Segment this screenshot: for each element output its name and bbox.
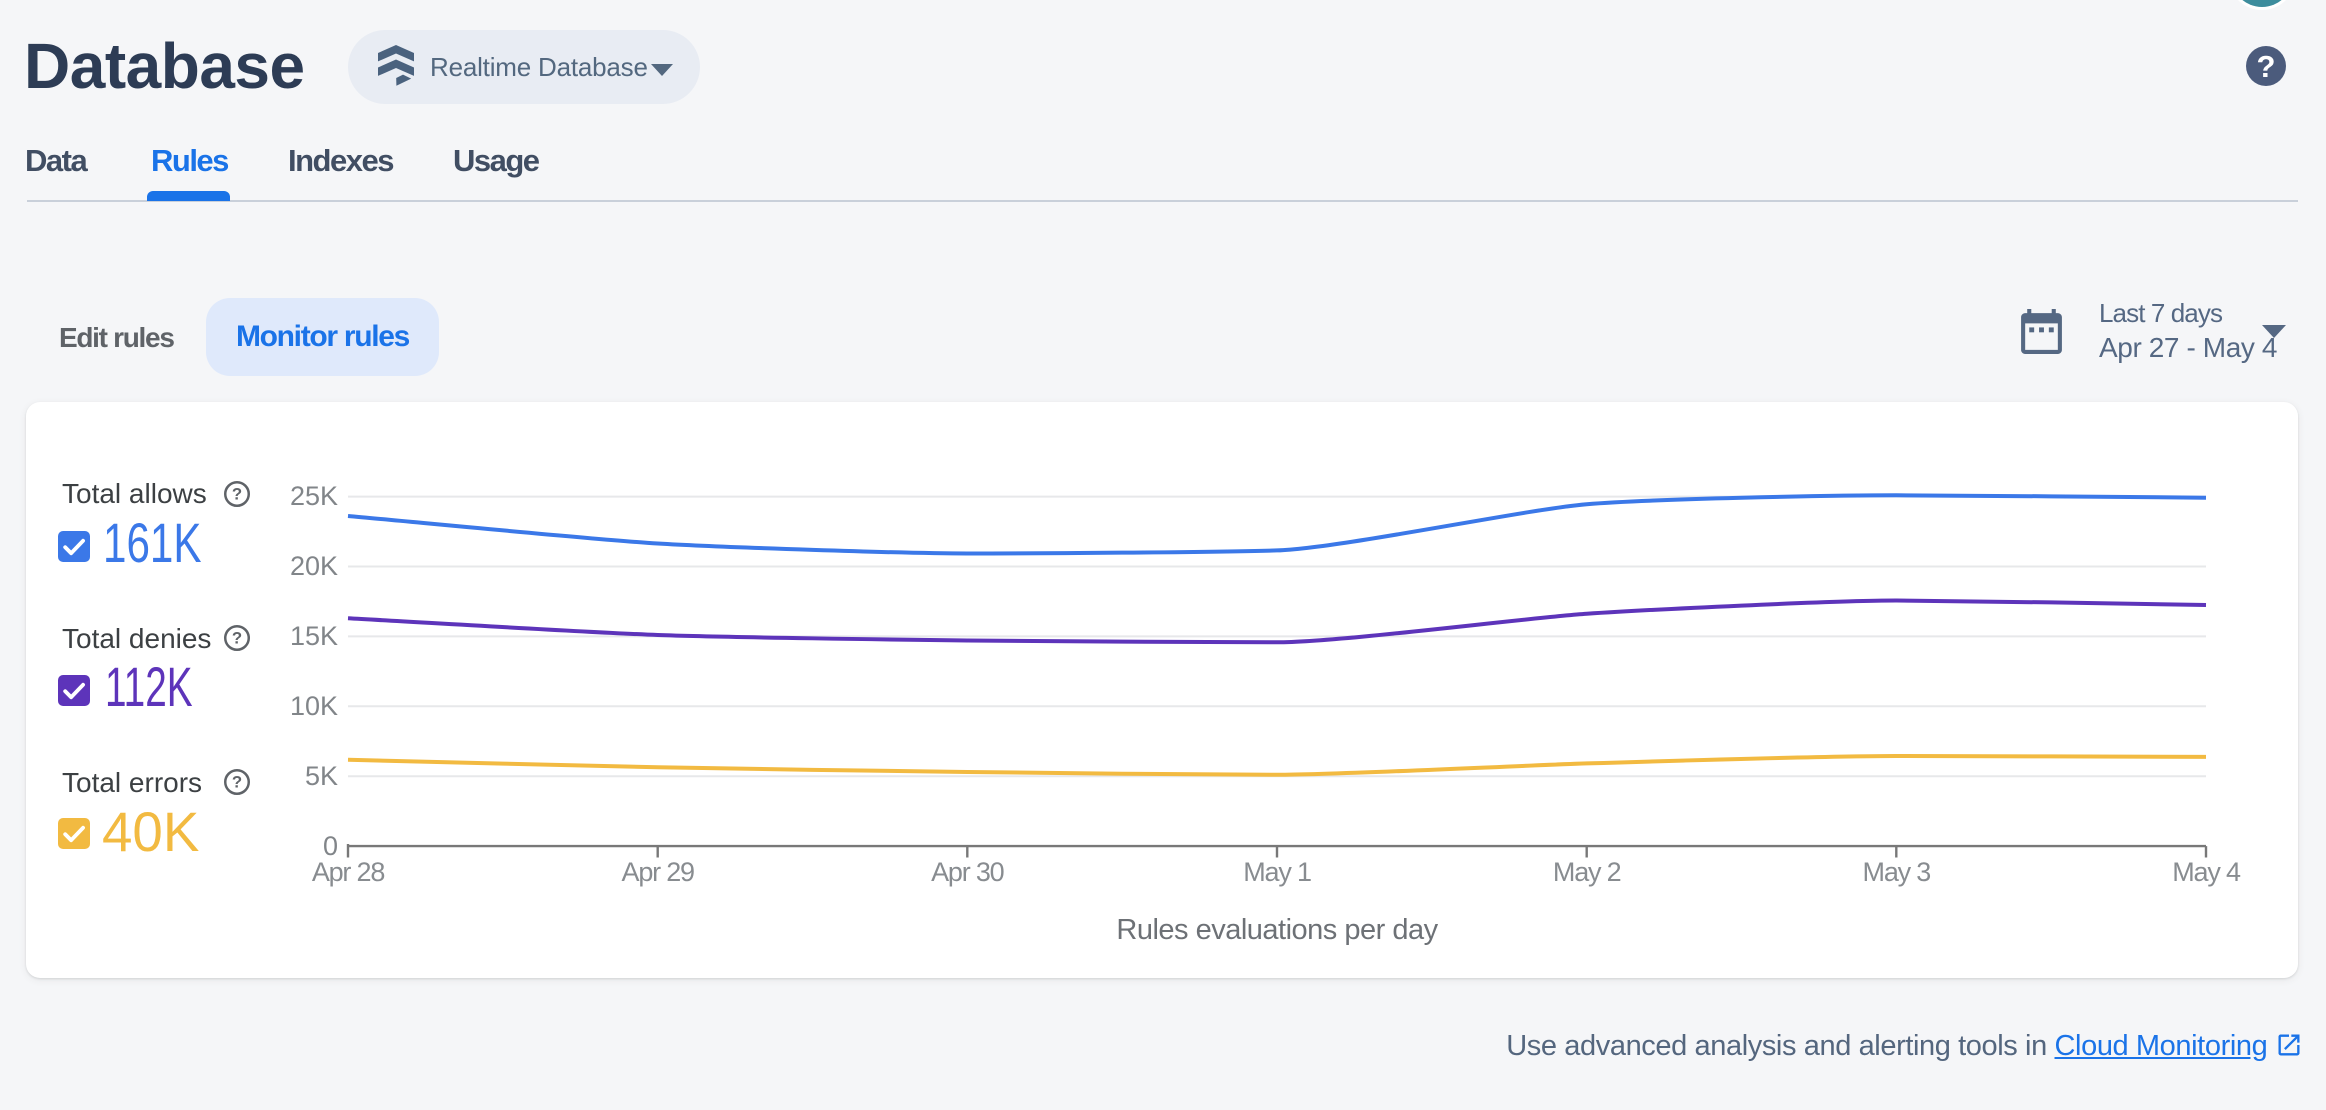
svg-text:May 3: May 3 [1863, 857, 1931, 887]
svg-text:Apr 29: Apr 29 [622, 857, 695, 887]
svg-text:Apr 28: Apr 28 [312, 857, 385, 887]
svg-text:0: 0 [323, 831, 338, 861]
svg-text:?: ? [232, 772, 242, 791]
svg-text:10K: 10K [290, 691, 338, 721]
svg-text:20K: 20K [290, 551, 338, 581]
svg-text:25K: 25K [290, 481, 338, 511]
svg-text:?: ? [232, 484, 242, 503]
svg-text:Apr 30: Apr 30 [931, 857, 1004, 887]
svg-text:15K: 15K [290, 621, 338, 651]
svg-text:May 1: May 1 [1243, 857, 1311, 887]
svg-text:May 2: May 2 [1553, 857, 1621, 887]
svg-text:5K: 5K [305, 761, 338, 791]
svg-text:May 4: May 4 [2172, 857, 2241, 887]
svg-text:?: ? [232, 628, 242, 647]
svg-text:Rules evaluations per day: Rules evaluations per day [1116, 914, 1438, 946]
